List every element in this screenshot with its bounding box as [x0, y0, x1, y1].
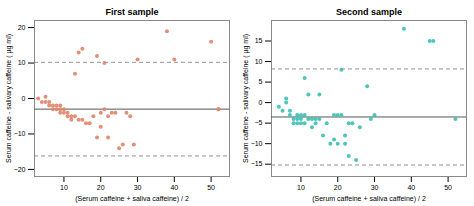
svg-text:40: 40 [170, 184, 178, 191]
svg-text:(Serum caffeine + saliva caffe: (Serum caffeine + saliva caffeine) / 2 [312, 195, 426, 203]
svg-text:−20: −20 [14, 166, 26, 173]
svg-text:40: 40 [407, 184, 415, 191]
svg-text:Serum caffeine - salivary caff: Serum caffeine - salivary caffeine ( µg … [5, 34, 13, 163]
svg-text:Serum caffeine - salivary caff: Serum caffeine - salivary caffeine ( µg … [242, 34, 250, 163]
svg-text:20: 20 [97, 184, 105, 191]
svg-text:0: 0 [259, 99, 263, 106]
svg-text:15: 15 [255, 37, 263, 44]
svg-text:−15: −15 [251, 160, 263, 167]
svg-text:−10: −10 [14, 130, 26, 137]
svg-text:Second sample: Second sample [336, 7, 402, 17]
svg-text:(Serum caffeine + saliva caffe: (Serum caffeine + saliva caffeine) / 2 [75, 195, 189, 203]
svg-text:50: 50 [444, 184, 452, 191]
svg-text:−10: −10 [251, 140, 263, 147]
svg-text:10: 10 [18, 59, 26, 66]
svg-text:30: 30 [134, 184, 142, 191]
svg-text:10: 10 [255, 58, 263, 65]
svg-text:10: 10 [60, 184, 68, 191]
svg-text:First sample: First sample [105, 7, 158, 17]
svg-text:20: 20 [334, 184, 342, 191]
svg-text:−5: −5 [255, 119, 263, 126]
svg-text:20: 20 [18, 24, 26, 31]
svg-text:30: 30 [371, 184, 379, 191]
svg-text:10: 10 [297, 184, 305, 191]
svg-text:5: 5 [259, 78, 263, 85]
svg-text:0: 0 [22, 95, 26, 102]
svg-text:50: 50 [207, 184, 215, 191]
